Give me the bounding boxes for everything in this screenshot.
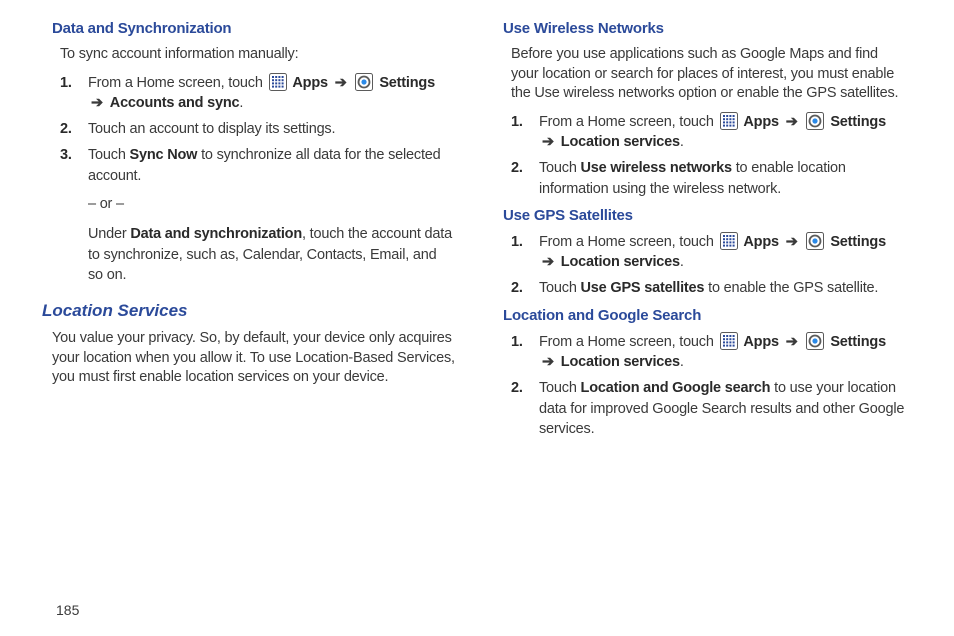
step-pre: From a Home screen, touch (539, 334, 718, 350)
apps-label: Apps (743, 334, 778, 350)
apps-label: Apps (743, 234, 778, 250)
step-item: 1. From a Home screen, touch Apps ➔ Sett… (60, 73, 455, 114)
step-number: 2. (511, 278, 523, 298)
step-bold: Location and Google search (581, 380, 771, 396)
settings-label: Settings (830, 234, 886, 250)
left-column: Data and Synchronization To sync account… (52, 20, 483, 616)
apps-icon (720, 332, 738, 350)
apps-icon (269, 73, 287, 91)
step-item: 2. Touch an account to display its setti… (60, 119, 455, 139)
step-number: 3. (60, 145, 72, 165)
steps-wireless: 1. From a Home screen, touch Apps ➔ Sett… (511, 112, 906, 199)
intro-wireless: Before you use applications such as Goog… (503, 45, 906, 104)
step-item: 1. From a Home screen, touch Apps ➔ Sett… (511, 232, 906, 273)
apps-icon (720, 112, 738, 130)
step-post: to enable the GPS satellite. (704, 280, 878, 296)
step-number: 1. (511, 232, 523, 252)
settings-icon (806, 232, 824, 250)
step-pre: From a Home screen, touch (539, 234, 718, 250)
step-bold: Use wireless networks (581, 160, 732, 176)
step-item: 3. Touch Sync Now to synchronize all dat… (60, 145, 455, 186)
step-number: 2. (60, 119, 72, 139)
settings-icon (355, 73, 373, 91)
suffix: . (680, 254, 684, 270)
arrow-icon: ➔ (332, 75, 350, 91)
heading-wireless: Use Wireless Networks (503, 20, 906, 37)
arrow-icon: ➔ (539, 254, 557, 270)
step-target: Location services (561, 134, 680, 150)
page-number: 185 (56, 602, 79, 618)
suffix: . (239, 95, 243, 111)
settings-icon (806, 332, 824, 350)
step-item: 1. From a Home screen, touch Apps ➔ Sett… (511, 112, 906, 153)
step-bold: Sync Now (130, 147, 198, 163)
step-number: 2. (511, 158, 523, 178)
step-pre: Touch (539, 160, 581, 176)
step-text: Touch an account to display its settings… (88, 121, 335, 137)
heading-location-services: Location Services (42, 301, 455, 321)
body-location-services: You value your privacy. So, by default, … (52, 329, 455, 388)
intro-data-sync: To sync account information manually: (52, 45, 455, 65)
step-target: Location services (561, 254, 680, 270)
steps-gps: 1. From a Home screen, touch Apps ➔ Sett… (511, 232, 906, 299)
arrow-icon: ➔ (783, 114, 801, 130)
arrow-icon: ➔ (783, 234, 801, 250)
step-pre: From a Home screen, touch (539, 114, 718, 130)
arrow-icon: ➔ (88, 95, 106, 111)
step-item: 1. From a Home screen, touch Apps ➔ Sett… (511, 332, 906, 373)
settings-icon (806, 112, 824, 130)
suffix: . (680, 134, 684, 150)
or-divider: – or – (52, 194, 455, 214)
settings-label: Settings (830, 114, 886, 130)
step-number: 2. (511, 378, 523, 398)
arrow-icon: ➔ (539, 354, 557, 370)
settings-label: Settings (379, 75, 435, 91)
under-pre: Under (88, 226, 130, 242)
heading-data-sync: Data and Synchronization (52, 20, 455, 37)
heading-google: Location and Google Search (503, 307, 906, 324)
step-item: 2. Touch Use wireless networks to enable… (511, 158, 906, 199)
right-column: Use Wireless Networks Before you use app… (483, 20, 906, 616)
steps-google: 1. From a Home screen, touch Apps ➔ Sett… (511, 332, 906, 439)
step-bold: Use GPS satellites (581, 280, 705, 296)
heading-gps: Use GPS Satellites (503, 207, 906, 224)
step-number: 1. (60, 73, 72, 93)
arrow-icon: ➔ (783, 334, 801, 350)
step-item: 2. Touch Location and Google search to u… (511, 378, 906, 439)
apps-icon (720, 232, 738, 250)
step-target: Accounts and sync (110, 95, 240, 111)
under-text: Under Data and synchronization, touch th… (52, 224, 455, 285)
step-pre: Touch (539, 380, 581, 396)
step-text-pre: From a Home screen, touch (88, 75, 267, 91)
step-target: Location services (561, 354, 680, 370)
step-number: 1. (511, 332, 523, 352)
step-number: 1. (511, 112, 523, 132)
steps-data-sync: 1. From a Home screen, touch Apps ➔ Sett… (60, 73, 455, 186)
settings-label: Settings (830, 334, 886, 350)
arrow-icon: ➔ (539, 134, 557, 150)
under-bold: Data and synchronization (130, 226, 302, 242)
suffix: . (680, 354, 684, 370)
step-item: 2. Touch Use GPS satellites to enable th… (511, 278, 906, 298)
apps-label: Apps (743, 114, 778, 130)
step-pre: Touch (539, 280, 581, 296)
apps-label: Apps (292, 75, 327, 91)
step-pre: Touch (88, 147, 130, 163)
